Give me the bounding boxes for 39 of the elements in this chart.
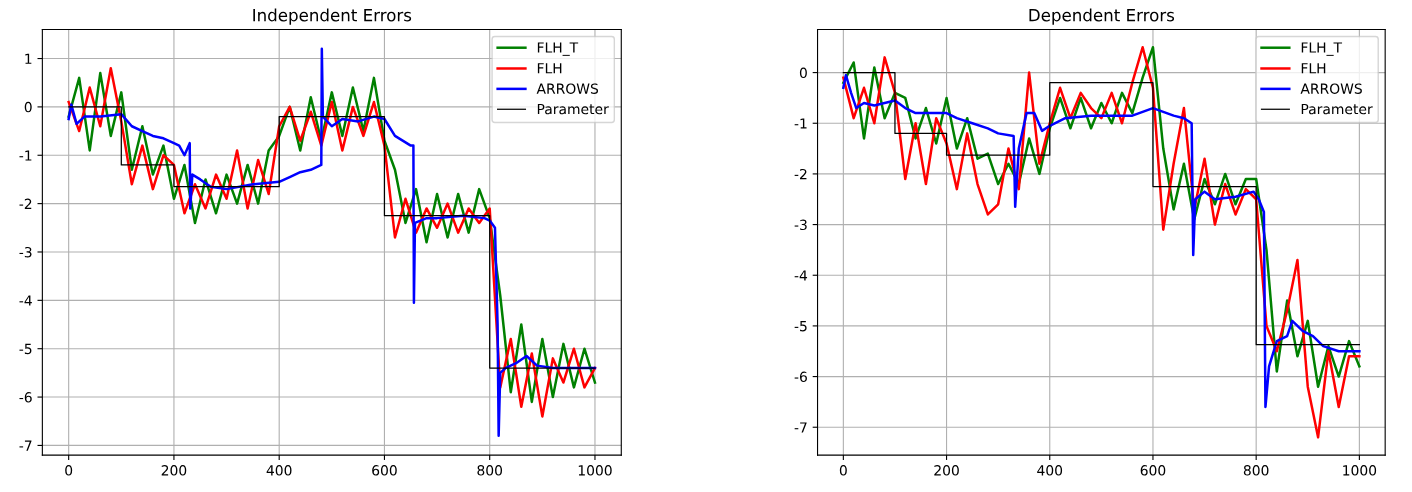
chart-title: Independent Errors (253, 8, 412, 25)
y-tick-label: 0 (24, 101, 32, 113)
x-tick-label: 0 (65, 465, 73, 476)
y-tick-label: -7 (794, 422, 807, 433)
legend-label: Parameter (1301, 103, 1373, 115)
y-tick-label: -6 (794, 371, 807, 383)
legend-label: FLH_T (537, 42, 579, 56)
y-tick-label: -2 (19, 198, 32, 209)
y-tick-label: -7 (19, 440, 32, 451)
legend-label: ARROWS (1300, 83, 1362, 94)
y-tick-label: -3 (19, 246, 32, 258)
y-tick-label: -1 (19, 150, 32, 161)
y-tick-label: 0 (799, 67, 807, 79)
x-tick-label: 800 (477, 465, 503, 476)
x-tick-label: 1000 (578, 465, 612, 476)
x-tick-label: 800 (1243, 465, 1269, 476)
y-tick-label: -5 (794, 321, 807, 332)
y-tick-label: 1 (25, 53, 32, 64)
legend-label: Parameter (537, 103, 609, 115)
legend-label: FLH (1301, 63, 1326, 74)
y-tick-label: -5 (19, 343, 32, 355)
y-tick-label: -3 (794, 219, 807, 231)
y-tick-label: -4 (19, 295, 32, 306)
chart-title: Dependent Errors (1029, 8, 1175, 25)
x-tick-label: 200 (161, 465, 187, 476)
legend-label: FLH_T (1301, 42, 1343, 56)
x-tick-label: 400 (266, 465, 292, 476)
y-tick-label: -4 (794, 270, 808, 281)
legend-label: FLH (537, 63, 562, 74)
x-tick-label: 600 (1140, 465, 1166, 476)
x-tick-label: 400 (1037, 465, 1063, 476)
x-tick-label: 1000 (1343, 465, 1377, 476)
y-tick-label: -6 (19, 392, 32, 403)
y-tick-label: -1 (794, 118, 807, 129)
x-tick-label: 0 (839, 465, 847, 476)
y-tick-label: -2 (794, 168, 807, 180)
x-tick-label: 200 (934, 465, 959, 476)
x-tick-label: 600 (372, 465, 397, 476)
legend-label: ARROWS (536, 83, 599, 94)
